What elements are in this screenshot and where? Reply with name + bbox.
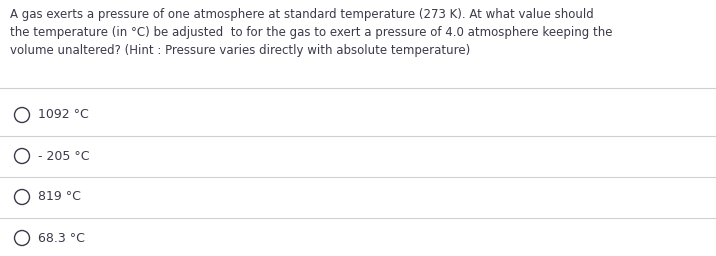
Text: 68.3 °C: 68.3 °C xyxy=(38,231,85,244)
Text: - 205 °C: - 205 °C xyxy=(38,150,90,163)
Text: 819 °C: 819 °C xyxy=(38,190,81,204)
Text: the temperature (in °C) be adjusted  to for the gas to exert a pressure of 4.0 a: the temperature (in °C) be adjusted to f… xyxy=(10,26,612,39)
Text: 1092 °C: 1092 °C xyxy=(38,109,89,122)
Text: volume unaltered? (Hint : Pressure varies directly with absolute temperature): volume unaltered? (Hint : Pressure varie… xyxy=(10,44,470,57)
Text: A gas exerts a pressure of one atmosphere at standard temperature (273 K). At wh: A gas exerts a pressure of one atmospher… xyxy=(10,8,594,21)
